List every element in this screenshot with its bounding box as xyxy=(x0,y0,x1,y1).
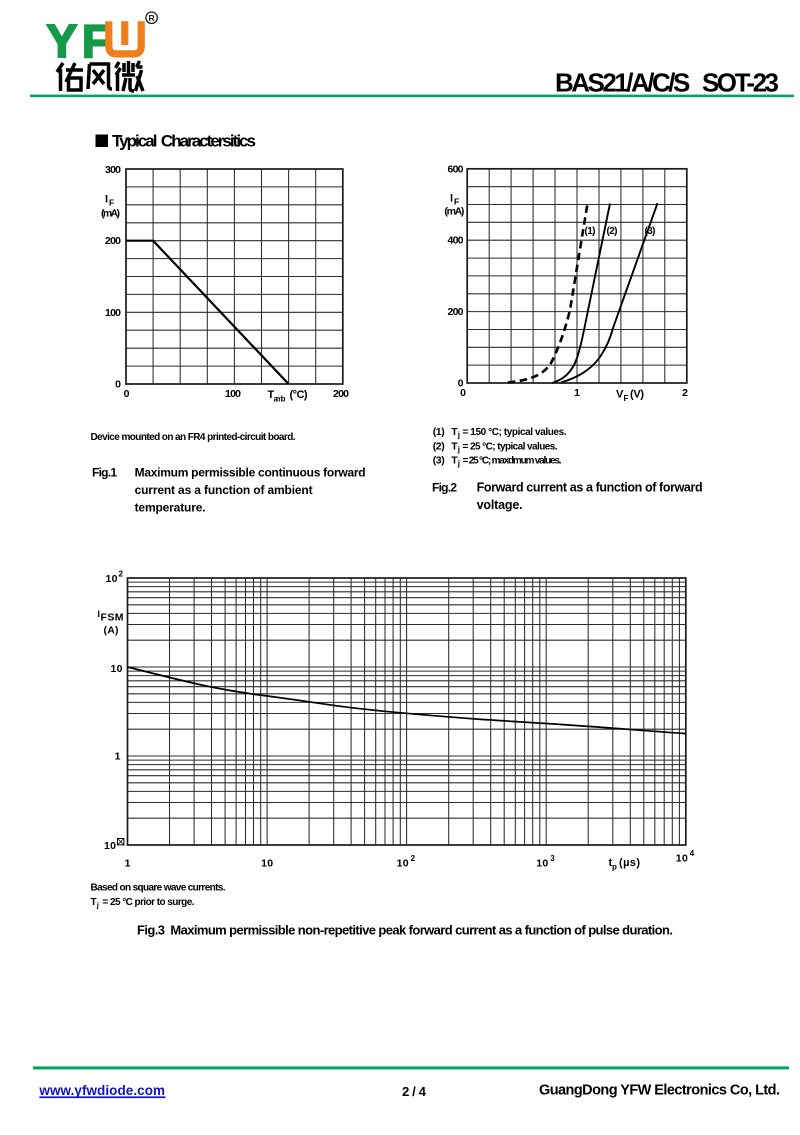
svg-text:V: V xyxy=(616,389,624,401)
svg-text:BAS21/A/C/S SOT-23: BAS21/A/C/S SOT-23 xyxy=(555,68,779,98)
svg-text:temperature.: temperature. xyxy=(135,501,206,515)
svg-text:(mA): (mA) xyxy=(444,206,464,218)
svg-text:(1): (1) xyxy=(585,226,596,237)
svg-text:10: 10 xyxy=(536,858,548,870)
svg-text:= 25 °C; typical values.: = 25 °C; typical values. xyxy=(463,441,558,452)
svg-text:2: 2 xyxy=(119,570,124,579)
svg-text:T: T xyxy=(451,440,458,452)
svg-text:Fig.3 Maximum permissible non: Fig.3 Maximum permissible non-repetitive… xyxy=(137,923,673,938)
svg-text:Typical Charactersitics: Typical Charactersitics xyxy=(112,132,256,151)
svg-text:(V): (V) xyxy=(630,389,644,401)
svg-text:GuangDong YFW Electronics Co,: GuangDong YFW Electronics Co, Ltd. xyxy=(539,1083,780,1099)
svg-text:p: p xyxy=(612,863,617,872)
svg-text:0: 0 xyxy=(460,387,466,399)
svg-text:www.yfwdiode.com: www.yfwdiode.com xyxy=(38,1083,165,1098)
svg-text:(2): (2) xyxy=(607,226,618,237)
svg-text:(3): (3) xyxy=(645,226,656,237)
svg-text:(A): (A) xyxy=(104,625,119,637)
svg-text:voltage.: voltage. xyxy=(477,498,523,512)
svg-text:1: 1 xyxy=(574,387,580,399)
svg-text:2: 2 xyxy=(411,854,416,863)
svg-text:j: j xyxy=(96,901,99,910)
svg-text:T: T xyxy=(91,897,97,908)
svg-text:= 25 °C; maxdmum values.: = 25 °C; maxdmum values. xyxy=(463,456,562,467)
svg-text:(°C): (°C) xyxy=(290,389,308,401)
svg-text:= 150 °C; typical values.: = 150 °C; typical values. xyxy=(463,427,567,438)
svg-text:R: R xyxy=(149,13,155,23)
svg-text:1: 1 xyxy=(115,751,121,763)
svg-text:600: 600 xyxy=(448,163,464,175)
svg-text:T: T xyxy=(451,455,458,467)
svg-text:2: 2 xyxy=(682,387,688,399)
svg-text:300: 300 xyxy=(105,164,121,176)
svg-text:(mA): (mA) xyxy=(101,208,120,220)
svg-text:(µs): (µs) xyxy=(619,857,640,869)
svg-text:3: 3 xyxy=(550,854,555,863)
svg-text:Fig.2: Fig.2 xyxy=(432,481,457,495)
svg-text:I: I xyxy=(98,609,101,619)
svg-text:= 25 °C prior to surge.: = 25 °C prior to surge. xyxy=(103,897,195,908)
svg-text:(1): (1) xyxy=(433,426,445,438)
svg-text:F: F xyxy=(109,198,114,208)
svg-text:j: j xyxy=(457,431,460,440)
svg-text:100: 100 xyxy=(105,307,121,319)
svg-text:200: 200 xyxy=(105,235,121,247)
svg-text:j: j xyxy=(457,459,460,468)
svg-text:I: I xyxy=(105,194,108,206)
svg-text:10: 10 xyxy=(104,840,116,852)
svg-text:amb: amb xyxy=(274,395,286,404)
svg-text:0: 0 xyxy=(124,388,130,400)
svg-text:10: 10 xyxy=(676,853,688,865)
svg-text:200: 200 xyxy=(448,306,464,318)
svg-text:T: T xyxy=(451,426,458,438)
svg-text:Y: Y xyxy=(47,15,78,67)
svg-text:F: F xyxy=(454,197,459,207)
svg-text:2 / 4: 2 / 4 xyxy=(402,1084,427,1099)
svg-text:Maximum permissible continuous: Maximum permissible continuous forward xyxy=(135,466,366,480)
svg-text:(3): (3) xyxy=(433,455,445,467)
svg-text:Based on square wave currents.: Based on square wave currents. xyxy=(91,883,226,894)
svg-text:current as a function of ambie: current as a function of ambient xyxy=(135,483,313,497)
svg-text:Device mounted on an FR4 print: Device mounted on an FR4 printed-circuit… xyxy=(91,432,296,443)
svg-text:(2): (2) xyxy=(433,440,445,452)
svg-text:200: 200 xyxy=(333,388,349,400)
svg-text:10: 10 xyxy=(261,858,273,870)
svg-text:10: 10 xyxy=(397,858,409,870)
svg-text:F: F xyxy=(624,394,629,403)
svg-text:10: 10 xyxy=(106,573,118,585)
svg-text:0: 0 xyxy=(115,379,121,391)
svg-text:I: I xyxy=(450,193,453,205)
svg-text:400: 400 xyxy=(448,235,464,247)
svg-text:100: 100 xyxy=(225,388,241,400)
svg-text:0: 0 xyxy=(458,378,464,390)
svg-text:Fig.1: Fig.1 xyxy=(92,466,117,480)
svg-text:1: 1 xyxy=(125,858,131,870)
svg-text:10: 10 xyxy=(111,663,123,675)
svg-text:t: t xyxy=(609,857,613,869)
svg-text:j: j xyxy=(457,445,460,454)
svg-text:FSM: FSM xyxy=(101,612,124,624)
svg-text:T: T xyxy=(268,389,275,401)
svg-text:Forward current as a function: Forward current as a function of forward xyxy=(477,481,703,495)
svg-text:4: 4 xyxy=(690,849,695,858)
